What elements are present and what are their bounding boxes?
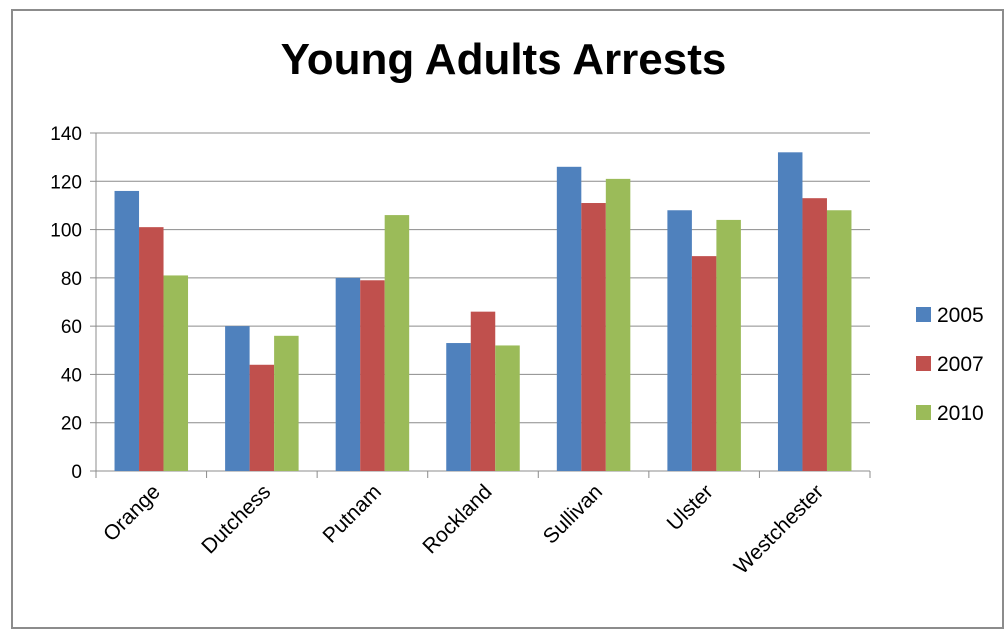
legend-label: 2005 [937, 304, 984, 327]
bar-2010 [605, 178, 631, 471]
bar-2005 [335, 277, 361, 471]
y-tick-label: 100 [50, 221, 82, 242]
x-tick-label: Sullivan [539, 480, 607, 548]
legend-label: 2007 [937, 353, 984, 376]
y-tick-label: 40 [61, 365, 82, 386]
bar-2010 [826, 210, 852, 471]
bar-2007 [802, 198, 827, 471]
y-tick-label: 0 [71, 462, 82, 483]
bar-2007 [249, 364, 275, 471]
x-tick-label: Dutchess [197, 480, 275, 558]
bar-2005 [667, 210, 692, 471]
bar-2007 [139, 227, 164, 471]
bar-2010 [163, 275, 189, 471]
bar-2007 [691, 256, 717, 471]
x-tick-label: Orange [99, 480, 165, 546]
x-tick-label: Rockland [418, 480, 496, 558]
bar-2005 [225, 326, 250, 471]
x-tick-label: Ulster [663, 480, 718, 535]
bar-2005 [556, 166, 582, 472]
y-tick-label: 140 [50, 124, 82, 145]
bar-2010 [495, 345, 520, 471]
bar-2010 [716, 219, 741, 471]
bar-2010 [274, 335, 299, 471]
bar-2007 [360, 280, 385, 471]
chart-title: Young Adults Arrests [280, 35, 727, 84]
bar-2005 [114, 190, 140, 471]
legend-swatch-2010 [916, 405, 931, 420]
bar-2007 [470, 311, 496, 471]
legend-swatch-2005 [916, 307, 931, 322]
bar-2007 [581, 203, 606, 471]
y-tick-label: 20 [61, 414, 82, 435]
legend-label: 2010 [937, 402, 984, 425]
x-tick-label: Westchester [730, 480, 829, 579]
bar-2005 [446, 343, 471, 471]
legend-swatch-2007 [916, 356, 931, 371]
y-tick-label: 80 [61, 269, 82, 290]
bar-2010 [384, 215, 410, 471]
x-tick-label: Putnam [319, 480, 386, 547]
bar-2005 [777, 152, 803, 472]
y-tick-label: 120 [50, 172, 82, 193]
y-tick-label: 60 [61, 317, 82, 338]
